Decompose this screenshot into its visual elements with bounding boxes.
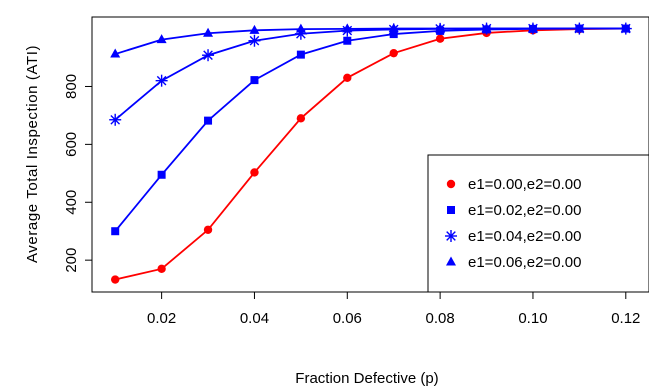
plot-frame [91, 16, 649, 293]
x-tick-label: 0.12 [611, 310, 640, 327]
data-point [343, 36, 352, 45]
series-layer [109, 22, 632, 284]
legend-marker [445, 230, 457, 242]
data-point [343, 73, 352, 82]
series-line [114, 27, 626, 55]
data-point [296, 114, 306, 123]
data-point [203, 225, 213, 234]
data-point [250, 76, 259, 85]
x-tick-label: 0.04 [240, 310, 269, 327]
data-point [435, 34, 445, 43]
y-axis: 200 400 600 800 [63, 74, 92, 273]
y-tick-label: 600 [63, 132, 80, 157]
legend-label: e1=0.02,e2=0.00 [468, 202, 581, 219]
data-point [155, 74, 168, 87]
series-4 [110, 23, 631, 58]
data-point [204, 116, 213, 125]
legend-marker [446, 256, 456, 266]
series-line [114, 27, 626, 121]
y-tick-label: 800 [63, 74, 80, 99]
data-point [157, 170, 166, 179]
x-axis: 0.02 0.04 0.06 0.08 0.10 0.12 [147, 292, 640, 327]
y-axis-title: Average Total Inspection (ATI) [24, 45, 41, 263]
y-tick-label: 200 [63, 248, 80, 273]
data-point [295, 23, 306, 33]
data-point [110, 48, 121, 58]
legend-label: e1=0.04,e2=0.00 [468, 228, 581, 245]
data-point [202, 49, 215, 62]
y-tick-label: 400 [63, 190, 80, 215]
data-point [435, 23, 446, 33]
data-point [342, 23, 353, 33]
series-line [115, 27, 626, 281]
data-point [389, 48, 398, 58]
data-point [481, 23, 492, 33]
data-point [527, 23, 538, 33]
x-tick-label: 0.10 [518, 310, 547, 327]
data-point [250, 168, 259, 177]
legend-label: e1=0.00,e2=0.00 [468, 176, 581, 193]
data-point [111, 275, 120, 284]
x-tick-label: 0.06 [333, 310, 362, 327]
data-point [111, 227, 120, 236]
legend: e1=0.00,e2=0.00 e1=0.02,e2=0.00 e1=0.04,e2… [427, 154, 649, 293]
legend-marker [446, 179, 456, 189]
legend-box [427, 154, 649, 293]
legend-label: e1=0.06,e2=0.00 [468, 254, 581, 271]
data-point [620, 23, 631, 33]
series-1 [111, 24, 630, 284]
x-tick-label: 0.08 [426, 310, 455, 327]
data-point [109, 113, 122, 126]
data-point [156, 34, 167, 44]
x-axis-title: Fraction Defective (p) [295, 370, 438, 387]
data-point [296, 50, 305, 59]
x-tick-label: 0.02 [147, 310, 176, 327]
data-point [157, 264, 166, 274]
data-point [388, 23, 399, 33]
data-point [248, 34, 261, 47]
data-point [203, 27, 214, 37]
data-point [249, 24, 260, 34]
legend-marker [447, 206, 455, 214]
data-point [574, 23, 585, 33]
